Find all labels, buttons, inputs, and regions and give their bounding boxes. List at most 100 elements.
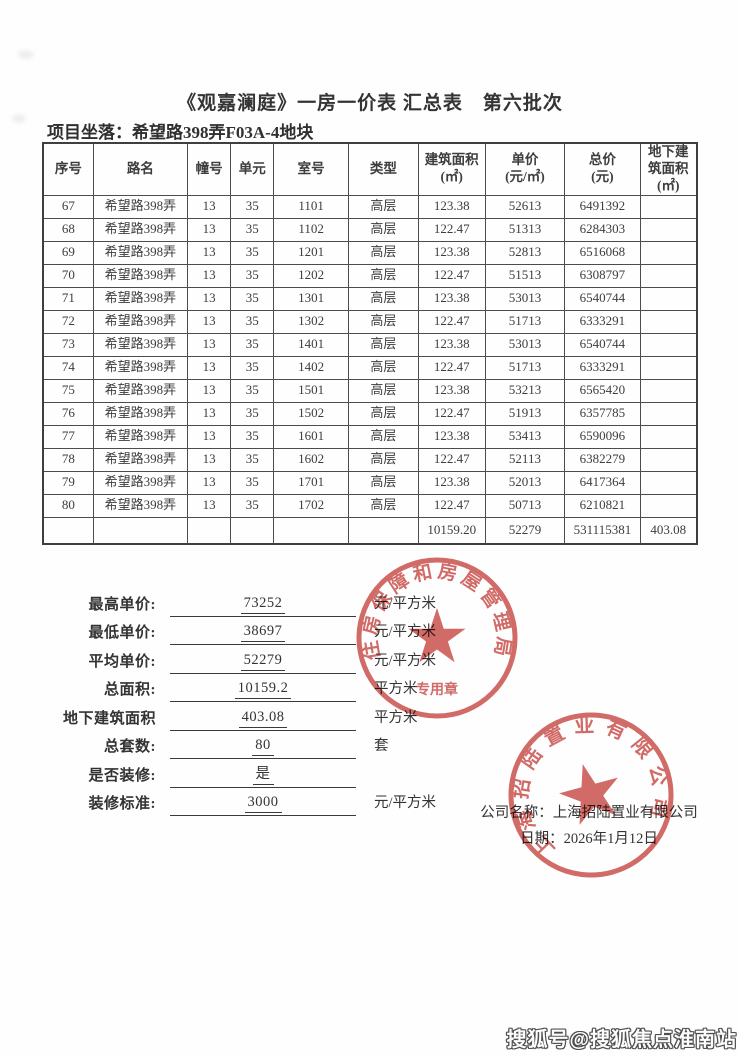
table-cell: 高层 [347, 424, 419, 449]
summary-row: 平均单价: 52279 元/平方米 [60, 645, 444, 674]
table-cell: 122.47 [417, 447, 486, 472]
table-cell: 希望路398弄 [92, 493, 189, 518]
summary-label: 地下建筑面积 [62, 710, 156, 727]
table-cell: 1302 [273, 309, 349, 334]
column-header: 单价 (元/㎡) [484, 142, 566, 196]
table-cell: 13 [187, 424, 232, 449]
price-table: 序号 路名 幢号 单元 室号 类型 建筑面积 (㎡) 单价 (元/㎡) 总价 (元) 地下建 筑面… [42, 142, 698, 546]
column-header: 路名 [92, 142, 189, 196]
table-cell: 75 [42, 378, 94, 403]
table-cell: 1702 [273, 493, 349, 518]
table-cell: 35 [230, 470, 275, 495]
table-cell: 高层 [347, 493, 419, 518]
table-cell: 123.38 [417, 286, 486, 311]
table-cell [273, 516, 349, 545]
summary-value: 是 [252, 762, 274, 785]
table-cell: 51713 [484, 355, 566, 380]
table-cell: 52113 [484, 447, 566, 472]
company-seal-stamp: 上海招陆置业有限公司 [484, 688, 697, 901]
table-cell: 51713 [484, 309, 566, 334]
table-row: 71 希望路398弄 13 35 1301 高层 123.38 53013 6540744 [42, 286, 698, 311]
table-cell: 6284303 [564, 217, 641, 242]
table-cell: 13 [187, 240, 232, 265]
table-cell: 73 [42, 332, 94, 357]
gov-seal-inner-text: 专用章 [416, 681, 458, 698]
project-location-line: 项目坐落：希望路398弄F03A-4地块 [47, 118, 313, 143]
table-cell [92, 516, 189, 545]
table-cell: 6210821 [564, 493, 641, 518]
table-cell: 122.47 [417, 401, 486, 426]
summary-value-line: 38697 [170, 621, 356, 645]
table-cell: 1502 [273, 401, 349, 426]
seal-ring [356, 557, 518, 719]
table-row: 79 希望路398弄 13 35 1701 高层 123.38 52013 6417364 [42, 470, 698, 495]
table-cell: 51513 [484, 263, 566, 288]
summary-value-line: 10159.2 [170, 678, 356, 702]
table-cell: 122.47 [417, 309, 486, 334]
table-row: 74 希望路398弄 13 35 1402 高层 122.47 51713 6333291 [42, 355, 698, 380]
table-cell: 希望路398弄 [92, 332, 189, 357]
table-cell: 35 [230, 332, 275, 357]
summary-value: 3000 [244, 794, 282, 813]
gov-seal-stamp: 住房保障和房屋管理局 专用章 [352, 553, 522, 723]
table-cell: 希望路398弄 [92, 424, 189, 449]
summary-row: 是否装修: 是 [60, 759, 444, 788]
table-cell: 13 [187, 401, 232, 426]
summary-value-line: 52279 [170, 650, 356, 674]
table-cell: 希望路398弄 [92, 194, 189, 219]
table-cell: 77 [42, 424, 94, 449]
table-cell: 35 [230, 217, 275, 242]
date-line: 日期：2026年1月12日 [520, 831, 658, 847]
summary-unit [374, 784, 444, 788]
table-cell: 53013 [484, 332, 566, 357]
table-cell: 6333291 [564, 355, 641, 380]
table-cell: 希望路398弄 [92, 309, 189, 334]
summary-unit: 元/平方米 [374, 595, 437, 612]
table-cell: 13 [187, 470, 232, 495]
table-row: 69 希望路398弄 13 35 1201 高层 123.38 52813 6516068 [42, 240, 698, 265]
table-cell: 52813 [484, 240, 566, 265]
table-cell: 35 [230, 263, 275, 288]
table-cell: 80 [42, 493, 94, 518]
summary-value-line: 403.08 [170, 707, 356, 731]
table-cell: 13 [187, 286, 232, 311]
table-cell: 76 [42, 401, 94, 426]
table-cell: 69 [42, 240, 94, 265]
table-cell: 希望路398弄 [92, 217, 189, 242]
seal-star-icon [408, 608, 466, 663]
seal-star-icon [559, 764, 618, 825]
table-cell [639, 194, 698, 219]
table-cell: 13 [187, 493, 232, 518]
table-row: 75 希望路398弄 13 35 1501 高层 123.38 53213 6565420 [42, 378, 698, 403]
summary-unit: 元/平方米 [374, 652, 437, 669]
summary-value: 10159.2 [234, 680, 292, 699]
table-cell: 13 [187, 378, 232, 403]
table-cell: 希望路398弄 [92, 355, 189, 380]
table-cell: 123.38 [417, 240, 486, 265]
table-cell: 1701 [273, 470, 349, 495]
table-cell: 70 [42, 263, 94, 288]
summary-label: 是否装修: [88, 767, 156, 784]
table-cell: 高层 [347, 378, 419, 403]
table-cell [639, 309, 698, 334]
table-cell [639, 401, 698, 426]
summary-row: 最高单价: 73252 元/平方米 [60, 588, 444, 617]
column-header: 类型 [347, 142, 419, 196]
table-cell: 35 [230, 493, 275, 518]
gov-seal-graphic: 住房保障和房屋管理局 专用章 [356, 557, 518, 719]
table-cell: 53413 [484, 424, 566, 449]
table-cell [639, 424, 698, 449]
table-cell: 高层 [347, 401, 419, 426]
table-cell: 78 [42, 447, 94, 472]
table-cell: 51313 [484, 217, 566, 242]
table-cell: 希望路398弄 [92, 378, 189, 403]
table-cell: 6333291 [564, 309, 641, 334]
table-cell: 1402 [273, 355, 349, 380]
column-header: 单元 [230, 142, 275, 196]
table-cell: 高层 [347, 309, 419, 334]
table-cell: 6357785 [564, 401, 641, 426]
table-cell: 531115381 [564, 516, 641, 545]
summary-value: 403.08 [238, 709, 288, 728]
table-cell: 高层 [347, 470, 419, 495]
